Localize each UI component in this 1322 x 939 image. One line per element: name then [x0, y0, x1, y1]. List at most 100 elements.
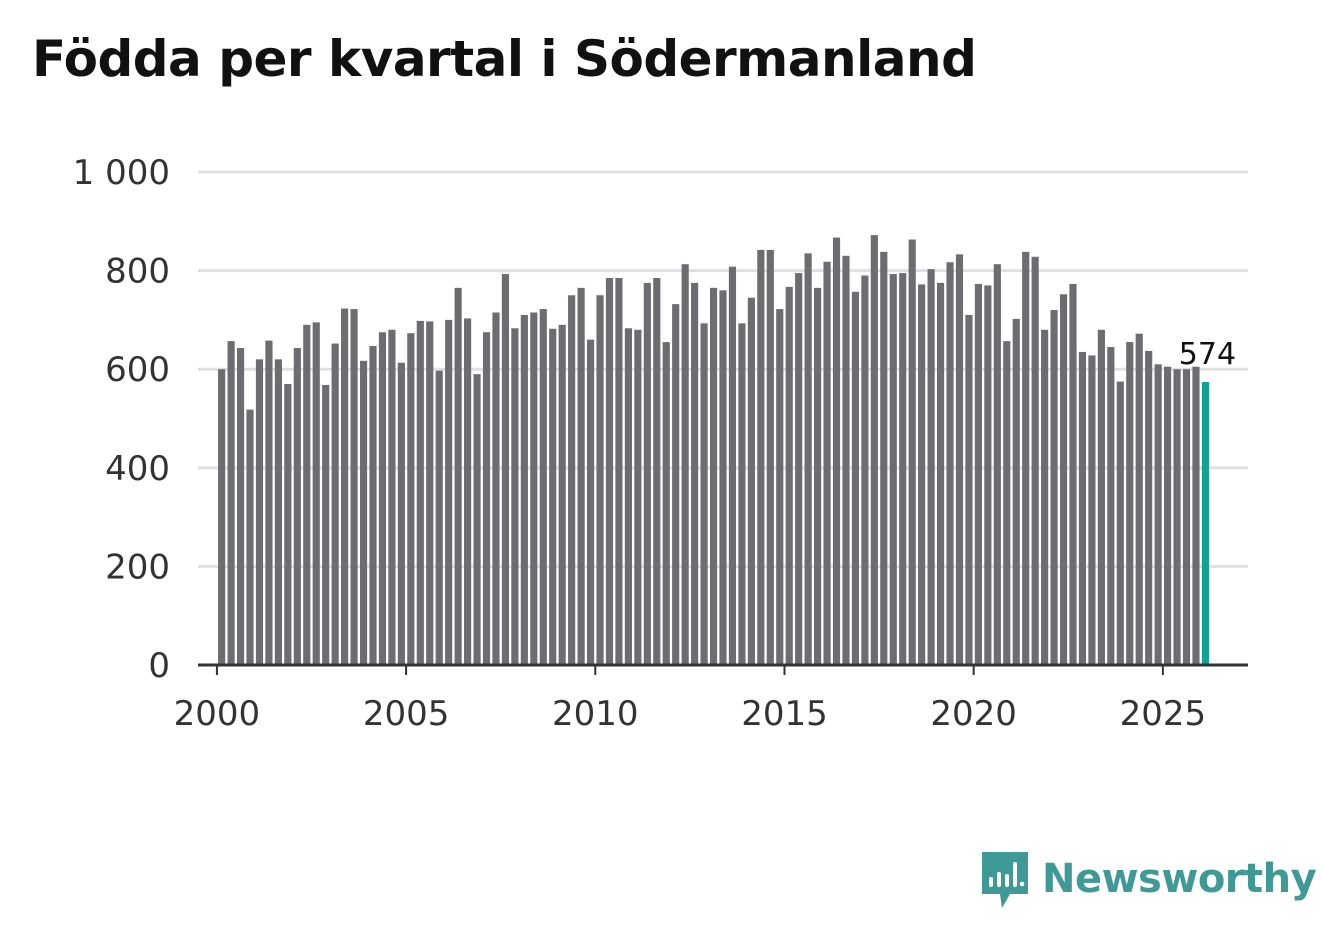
- bar: [549, 328, 557, 665]
- bar: [1022, 251, 1030, 665]
- bar: [757, 249, 765, 666]
- bar: [993, 264, 1001, 665]
- bar: [577, 287, 585, 665]
- bar: [927, 269, 935, 665]
- bar: [605, 277, 614, 665]
- bar: [936, 282, 945, 665]
- bar: [918, 284, 926, 665]
- bar: [851, 291, 860, 665]
- bar: [672, 304, 680, 665]
- x-axis-ticks: 2000 2005 2010 2015 2020 2025: [174, 665, 1206, 734]
- bar-latest: [1201, 382, 1210, 665]
- bar: [823, 261, 831, 665]
- x-tick-label: 2010: [552, 694, 639, 734]
- bar: [218, 369, 226, 665]
- bar: [1154, 364, 1162, 665]
- bar: [832, 237, 841, 665]
- bar: [1145, 350, 1153, 665]
- bar: [747, 297, 755, 665]
- y-tick-label: 1 000: [73, 153, 170, 193]
- bar: [331, 343, 339, 665]
- bar: [426, 321, 434, 665]
- bar: [1116, 381, 1124, 665]
- bar: [880, 251, 888, 665]
- bar: [1088, 355, 1096, 665]
- bar: [492, 312, 500, 665]
- bar: [776, 309, 784, 665]
- bar: [378, 332, 387, 665]
- x-tick-label: 2015: [741, 694, 828, 734]
- bar: [634, 329, 642, 665]
- x-tick-label: 2005: [363, 694, 450, 734]
- bar: [473, 374, 481, 665]
- y-tick-label: 800: [105, 252, 170, 292]
- bar: [861, 275, 869, 665]
- bar: [842, 255, 850, 665]
- bar: [236, 348, 245, 665]
- bar: [397, 362, 405, 665]
- bar: [1126, 342, 1134, 665]
- bar: [445, 319, 453, 665]
- bar: [322, 384, 330, 665]
- bar: [795, 273, 803, 665]
- bar: [1192, 366, 1200, 665]
- y-tick-label: 0: [148, 646, 170, 686]
- bar: [814, 287, 822, 665]
- bar: [889, 274, 897, 665]
- brand-name: Newsworthy: [1042, 856, 1317, 902]
- bar: [709, 287, 718, 665]
- y-tick-label: 200: [105, 547, 170, 587]
- bar: [804, 253, 812, 665]
- bar: [1003, 341, 1011, 665]
- bar: [1069, 283, 1077, 665]
- bar: [293, 348, 301, 665]
- bar: [558, 324, 566, 665]
- bar: [416, 320, 424, 665]
- y-axis-labels: 0 200 400 600 800 1 000: [73, 153, 170, 686]
- bar: [359, 360, 368, 665]
- bar: [435, 370, 443, 665]
- bar: [596, 295, 604, 665]
- bar: [464, 318, 472, 665]
- bar: [700, 323, 708, 665]
- bar: [1012, 318, 1020, 665]
- brand-logo: Newsworthy: [980, 848, 1317, 910]
- bar: [719, 290, 727, 665]
- bar: [1078, 351, 1087, 665]
- bar: [568, 295, 576, 665]
- bar: [312, 322, 320, 665]
- bar: [899, 273, 907, 665]
- bar: [615, 277, 623, 665]
- bar: [1164, 366, 1172, 665]
- chart-title: Födda per kvartal i Södermanland: [32, 30, 977, 88]
- bar: [785, 286, 793, 665]
- y-tick-label: 400: [105, 449, 170, 489]
- bar: [653, 277, 661, 665]
- bar: [955, 254, 964, 665]
- bars: [218, 235, 1210, 666]
- y-tick-label: 600: [105, 350, 170, 390]
- bar: [1059, 294, 1068, 665]
- bar: [1135, 333, 1143, 665]
- bar: [227, 341, 235, 665]
- bar: [738, 323, 746, 665]
- bar: [1041, 329, 1049, 665]
- bar: [965, 314, 973, 665]
- bar: [870, 235, 878, 665]
- x-tick-label: 2025: [1120, 694, 1207, 734]
- bar: [624, 328, 632, 665]
- newsworthy-logo-icon: [982, 852, 1028, 908]
- bar: [501, 274, 510, 665]
- bar: [265, 340, 273, 665]
- bar: [303, 324, 311, 665]
- bar: [974, 283, 982, 665]
- latest-value-label: 574: [1179, 337, 1236, 372]
- bar: [255, 359, 264, 665]
- bar: [388, 329, 396, 665]
- bar: [681, 264, 689, 665]
- bar: [662, 342, 670, 665]
- bar: [643, 282, 651, 665]
- bar: [407, 333, 415, 665]
- bar: [1097, 329, 1105, 665]
